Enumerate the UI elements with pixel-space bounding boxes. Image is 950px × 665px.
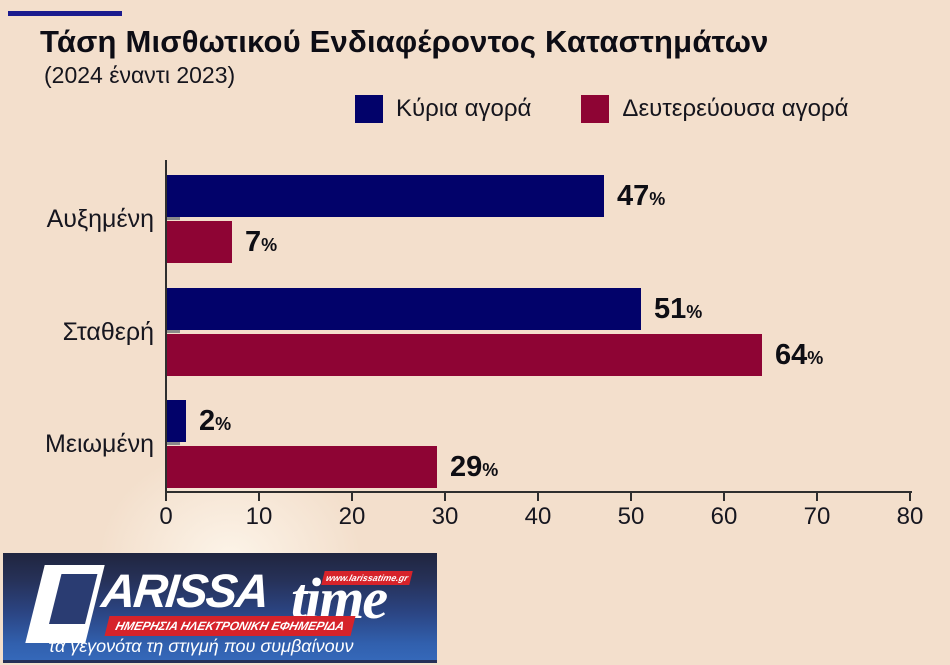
accent-bar [8, 11, 122, 16]
legend-swatch-secondary-market [581, 95, 610, 123]
x-tick-label: 80 [896, 503, 924, 530]
x-tick-label: 30 [431, 503, 459, 530]
legend-swatch-main-market [355, 95, 383, 123]
y-axis-tick [167, 330, 180, 333]
x-axis-tick [444, 492, 446, 501]
chart-subtitle: (2024 έναντι 2023) [44, 62, 236, 88]
bar-secondary [167, 221, 232, 263]
logo-url-badge: www.larissatime.gr [321, 571, 413, 585]
larissatime-logo: ARISSA time www.larissatime.gr ΗΜΕΡΗΣΙΑ … [3, 553, 437, 663]
x-tick-label: 40 [524, 503, 552, 530]
x-tick-label: 60 [710, 503, 738, 530]
value-label: 51% [654, 293, 702, 325]
value-label: 2% [199, 405, 231, 437]
category-label: Μειωμένη [45, 430, 154, 458]
logo-letter-l-notch [49, 574, 98, 624]
percent-sign: % [649, 189, 666, 209]
y-axis-line [165, 160, 167, 493]
value-label: 7% [245, 226, 277, 258]
logo-main-text: ARISSA [99, 564, 271, 617]
value-number: 2 [199, 405, 216, 437]
value-number: 29 [450, 451, 483, 483]
y-axis-tick [167, 217, 180, 220]
percent-sign: % [215, 414, 232, 434]
chart-title: Τάση Μισθωτικού Ενδιαφέροντος Καταστημάτ… [40, 24, 769, 59]
x-axis-tick [723, 492, 725, 501]
x-axis-tick [258, 492, 260, 501]
legend-label-secondary-market: Δευτερεύουσα αγορά [622, 95, 849, 122]
bar-main [167, 400, 186, 442]
x-tick-label: 20 [338, 503, 366, 530]
value-label: 47% [617, 180, 665, 212]
x-tick-label: 0 [159, 503, 173, 530]
value-label: 29% [450, 451, 498, 483]
legend: Κύρια αγορά Δευτερεύουσα αγορά [355, 95, 849, 123]
value-number: 7 [245, 226, 262, 258]
bar-main [167, 288, 641, 330]
x-axis-tick [909, 492, 911, 501]
logo-tagline: τα γεγονότα τη στιγμή που συμβαίνουν [48, 636, 354, 656]
percent-sign: % [686, 302, 703, 322]
value-number: 47 [617, 180, 650, 212]
percent-sign: % [482, 460, 499, 480]
bar-secondary [167, 446, 437, 488]
legend-label-main-market: Κύρια αγορά [396, 95, 532, 122]
percent-sign: % [261, 235, 278, 255]
x-tick-label: 70 [803, 503, 831, 530]
percent-sign: % [807, 348, 824, 368]
x-tick-label: 10 [245, 503, 273, 530]
value-number: 64 [775, 339, 808, 371]
x-tick-label: 50 [617, 503, 645, 530]
x-axis-tick [165, 492, 167, 501]
x-axis-tick [630, 492, 632, 501]
x-axis-tick [816, 492, 818, 501]
x-axis-tick [537, 492, 539, 501]
bar-secondary [167, 334, 762, 376]
x-axis-tick [351, 492, 353, 501]
value-label: 64% [775, 339, 823, 371]
category-label: Σταθερή [62, 318, 154, 346]
bar-main [167, 175, 604, 217]
y-axis-tick [167, 442, 180, 445]
category-label: Αυξημένη [46, 205, 154, 233]
logo-letter-l [25, 565, 105, 643]
legend-item-main-market: Κύρια αγορά [355, 95, 531, 123]
logo-red-strip: ΗΜΕΡΗΣΙΑ ΗΛΕΚΤΡΟΝΙΚΗ ΕΦΗΜΕΡΙΔΑ [104, 616, 356, 636]
value-number: 51 [654, 293, 687, 325]
legend-item-secondary-market: Δευτερεύουσα αγορά [581, 95, 849, 123]
